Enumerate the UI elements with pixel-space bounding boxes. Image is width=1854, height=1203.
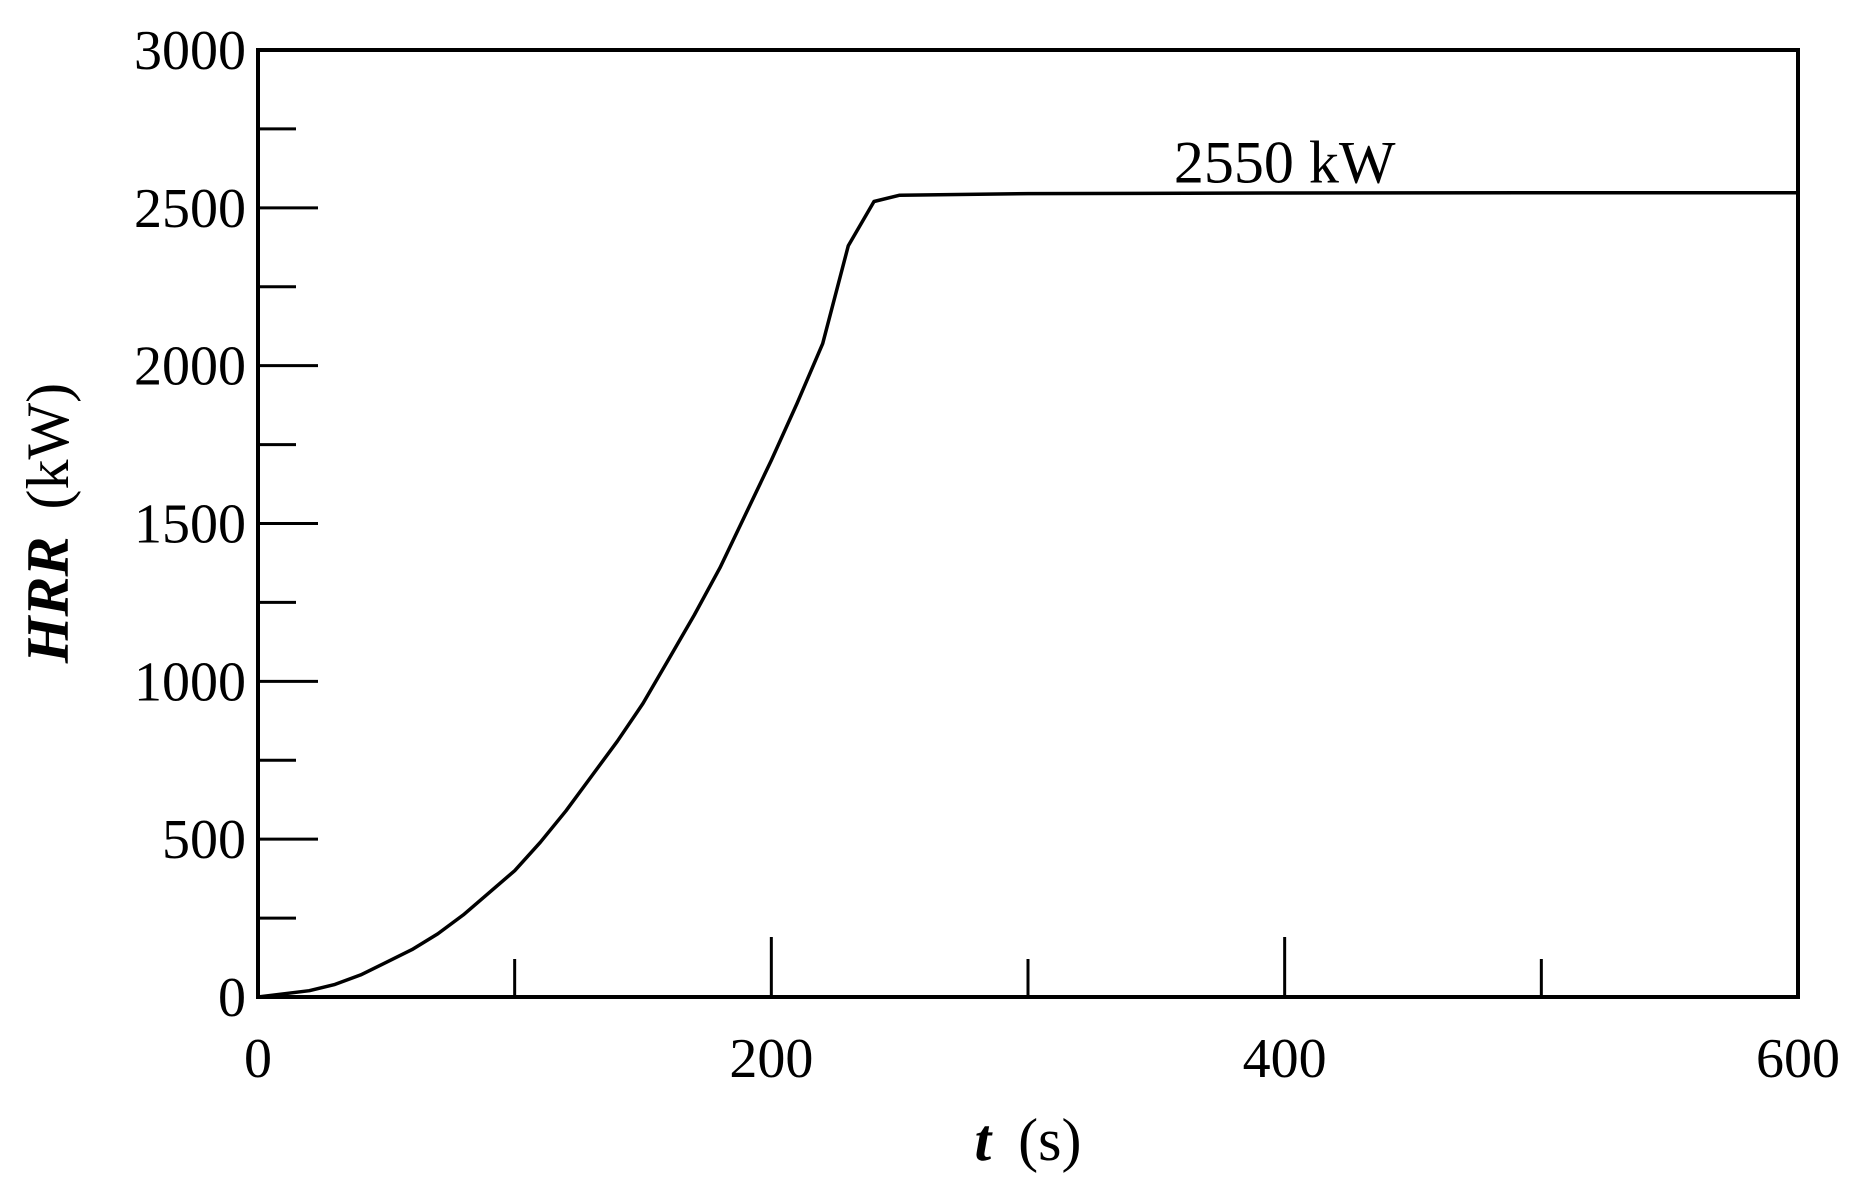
y-axis-label: HRR (kW) bbox=[15, 383, 81, 664]
plot-frame bbox=[256, 48, 1800, 999]
x-tick-label: 600 bbox=[1756, 1028, 1840, 1090]
y-tick-label: 3000 bbox=[134, 20, 246, 82]
y-tick-label: 1500 bbox=[134, 494, 246, 556]
annotations: 2550 kW bbox=[1174, 129, 1396, 195]
x-axis-unit: (s) bbox=[1018, 1107, 1081, 1173]
hrr-series-line bbox=[256, 190, 1800, 999]
x-tick-label: 200 bbox=[729, 1028, 813, 1090]
tick-labels: 0 500 1000 1500 2000 2500 3000 0 200 400 600 bbox=[134, 20, 1840, 1090]
x-tick-label: 0 bbox=[244, 1028, 272, 1090]
axis-ticks bbox=[258, 48, 1543, 999]
y-tick-label: 500 bbox=[162, 809, 246, 871]
y-tick-label: 2000 bbox=[134, 336, 246, 398]
x-tick-label: 400 bbox=[1243, 1028, 1327, 1090]
x-axis-label: t (s) bbox=[975, 1107, 1082, 1173]
x-axis-variable: t bbox=[975, 1107, 994, 1173]
y-axis-variable: HRR bbox=[15, 536, 81, 664]
y-tick-label: 2500 bbox=[134, 178, 246, 240]
y-tick-label: 0 bbox=[218, 967, 246, 1029]
y-tick-label: 1000 bbox=[134, 651, 246, 713]
y-axis-unit: (kW) bbox=[15, 383, 81, 510]
annotation-label: 2550 kW bbox=[1174, 129, 1396, 195]
